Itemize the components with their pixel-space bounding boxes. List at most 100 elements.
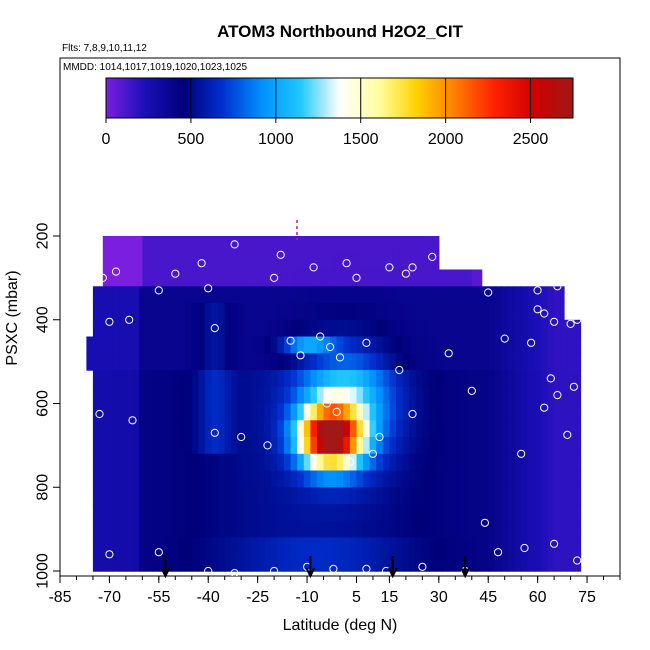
- heatmap-cell: [508, 504, 516, 522]
- heatmap-cell: [125, 403, 134, 421]
- heatmap-cell: [116, 236, 124, 254]
- sample-point: [375, 432, 384, 442]
- heatmap-cell: [251, 470, 259, 488]
- heatmap-cell: [468, 470, 476, 488]
- heatmap-cell: [165, 286, 173, 304]
- heatmap-cell: [178, 386, 186, 405]
- heatmap-cell: [343, 336, 351, 354]
- heatmap-cell: [415, 303, 423, 321]
- heatmap-cell: [152, 319, 160, 338]
- heatmap-cell: [214, 236, 222, 254]
- heatmap-cell: [540, 336, 549, 354]
- heatmap-cell: [106, 537, 114, 555]
- heatmap-cell: [389, 286, 397, 304]
- heatmap-cell: [237, 353, 246, 371]
- heatmap-cell: [527, 370, 535, 388]
- heatmap-cell: [251, 336, 259, 354]
- heatmap-cell: [376, 303, 384, 321]
- heatmap-cell: [139, 420, 147, 438]
- heatmap-cell: [527, 403, 535, 421]
- heatmap-cell: [422, 537, 430, 555]
- heatmap-cell: [494, 554, 502, 572]
- heatmap-cell: [257, 386, 265, 405]
- heatmap-cell: [330, 487, 338, 505]
- heatmap-cell: [172, 504, 180, 522]
- heatmap-cell: [172, 470, 180, 488]
- heatmap-cell: [158, 353, 166, 371]
- heatmap-cell: [218, 286, 226, 304]
- heatmap-cell: [428, 370, 437, 388]
- heatmap-cell: [501, 370, 509, 388]
- heatmap-cell: [567, 386, 575, 405]
- heatmap-cell: [284, 504, 292, 522]
- heatmap-cell: [247, 252, 255, 271]
- heatmap-cell: [106, 487, 114, 505]
- heatmap-cell: [119, 504, 127, 522]
- heatmap-cell: [316, 554, 325, 572]
- sample-point: [237, 432, 246, 442]
- heatmap-cell: [481, 520, 489, 539]
- heatmap-cell: [455, 336, 463, 354]
- heatmap-cell: [244, 487, 252, 505]
- dates-label: MMDD: 1014,1017,1019,1020,1023,1025: [63, 62, 247, 73]
- heatmap-cell: [307, 236, 315, 254]
- heatmap-cell: [191, 453, 199, 472]
- heatmap-cell: [231, 370, 239, 388]
- heatmap-cell: [168, 236, 176, 254]
- sample-point: [204, 566, 213, 576]
- heatmap-cell: [567, 437, 575, 455]
- heatmap-cell: [132, 319, 140, 338]
- heatmap-cell: [330, 437, 338, 455]
- heatmap-cell: [303, 353, 311, 371]
- heatmap-cell: [185, 286, 193, 304]
- heatmap-cell: [297, 336, 305, 354]
- heatmap-cell: [310, 370, 318, 388]
- heatmap-cell: [481, 336, 489, 354]
- heatmap-cell: [125, 520, 134, 539]
- heatmap-cell: [218, 353, 226, 371]
- heatmap-cell: [508, 453, 516, 472]
- heatmap-cell: [145, 504, 153, 522]
- heatmap-cell: [145, 370, 153, 388]
- heatmap-cell: [415, 520, 423, 539]
- heatmap-cell: [297, 420, 305, 438]
- heatmap-cell: [188, 236, 196, 254]
- heatmap-cell: [547, 470, 555, 488]
- heatmap-cell: [158, 437, 166, 455]
- colorbar-tick-label: 0: [102, 131, 111, 148]
- heatmap-cell: [316, 386, 325, 405]
- heatmap-cell: [547, 319, 555, 338]
- heatmap-cell: [92, 487, 101, 505]
- heatmap-cell: [204, 537, 213, 555]
- heatmap-cell: [162, 269, 170, 287]
- heatmap-cell: [139, 386, 147, 405]
- heatmap-cell: [260, 269, 269, 287]
- heatmap-cell: [349, 554, 358, 572]
- heatmap-cell: [461, 420, 470, 438]
- heatmap-cell: [251, 286, 259, 304]
- heatmap-cell: [501, 487, 509, 505]
- heatmap-cell: [369, 286, 377, 304]
- heatmap-cell: [158, 504, 166, 522]
- heatmap-cell: [399, 236, 407, 254]
- heatmap-cell: [119, 403, 127, 421]
- heatmap-cell: [448, 286, 456, 304]
- heatmap-cell: [284, 470, 292, 488]
- sample-point: [322, 399, 331, 408]
- heatmap-cell: [540, 319, 549, 338]
- heatmap-cell: [297, 353, 305, 371]
- heatmap-cell: [349, 470, 358, 488]
- heatmap-cell: [488, 504, 496, 522]
- heatmap-cell: [425, 269, 433, 287]
- heatmap-cell: [106, 370, 114, 388]
- heatmap-cell: [514, 370, 522, 388]
- heatmap-cell: [139, 453, 147, 472]
- heatmap-cell: [461, 437, 470, 455]
- heatmap-cell: [396, 453, 404, 472]
- heatmap-cell: [422, 403, 430, 421]
- heatmap-cell: [99, 487, 107, 505]
- heatmap-cell: [92, 437, 101, 455]
- heatmap-cell: [540, 420, 549, 438]
- heatmap-cell: [442, 520, 450, 539]
- heatmap-cell: [181, 236, 190, 254]
